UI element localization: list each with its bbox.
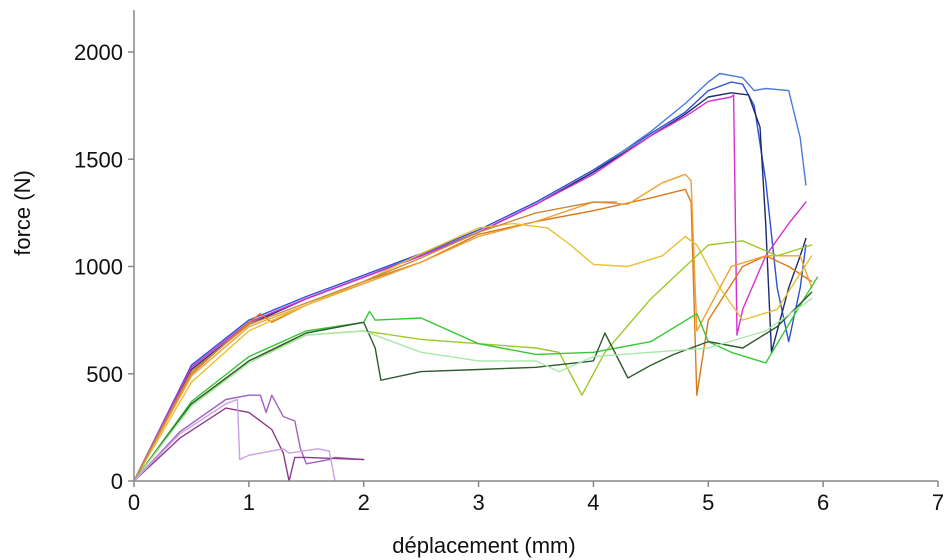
series-line-13 (133, 394, 365, 482)
series-line-1 (133, 81, 807, 482)
y-tick-label: 500 (86, 362, 123, 387)
y-tick-label: 1500 (74, 147, 123, 172)
series-line-12 (133, 298, 813, 482)
x-tick-label: 6 (817, 490, 829, 515)
series-line-8 (133, 201, 618, 482)
series-line-9 (133, 240, 813, 482)
x-ticks: 0 1 2 3 4 5 6 7 (128, 481, 944, 515)
y-axis-title: force (N) (10, 170, 35, 256)
series-line-11 (133, 291, 813, 482)
series-line-7 (133, 222, 813, 482)
series-line-5 (133, 188, 813, 482)
series-layer (133, 72, 819, 482)
series-line-15 (133, 398, 336, 482)
series-line-2 (133, 72, 807, 482)
y-ticks: 0 500 1000 1500 2000 (74, 40, 134, 494)
plot-area: 0 500 1000 1500 2000 0 1 2 3 4 5 6 7 (74, 10, 944, 515)
series-line-14 (133, 407, 365, 482)
x-tick-label: 5 (702, 490, 714, 515)
x-tick-label: 2 (358, 490, 370, 515)
x-tick-label: 0 (128, 490, 140, 515)
series-line-6 (133, 173, 813, 482)
y-tick-label: 2000 (74, 40, 123, 65)
y-tick-label: 1000 (74, 255, 123, 280)
series-line-3 (133, 92, 807, 482)
x-tick-label: 3 (472, 490, 484, 515)
series-line-10 (133, 276, 819, 482)
series-line-4 (133, 94, 807, 482)
x-tick-label: 7 (932, 490, 944, 515)
x-axis-title: déplacement (mm) (392, 533, 575, 558)
x-tick-label: 4 (587, 490, 599, 515)
x-tick-label: 1 (243, 490, 255, 515)
y-tick-label: 0 (111, 469, 123, 494)
